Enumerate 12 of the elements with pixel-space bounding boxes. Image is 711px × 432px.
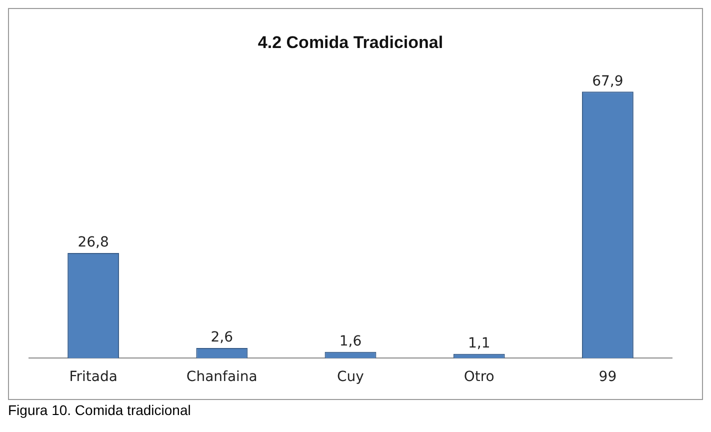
x-tick-label: Otro	[464, 369, 494, 386]
data-label: 2,6	[210, 330, 234, 346]
data-label: 1,1	[468, 336, 490, 352]
x-tick-label: Chanfaina	[186, 369, 258, 386]
chart-title: 4.2 Comida Tradicional	[258, 32, 444, 52]
text: Figura 10. Comida tradicional	[8, 402, 192, 418]
x-tick-label: Fritada	[69, 369, 118, 386]
x-tick-label: 99	[598, 369, 617, 386]
x-tick-label: Cuy	[337, 369, 364, 386]
data-label: 67,9	[592, 73, 624, 90]
data-label: 26,8	[78, 234, 109, 251]
data-label: 1,6	[339, 334, 362, 350]
